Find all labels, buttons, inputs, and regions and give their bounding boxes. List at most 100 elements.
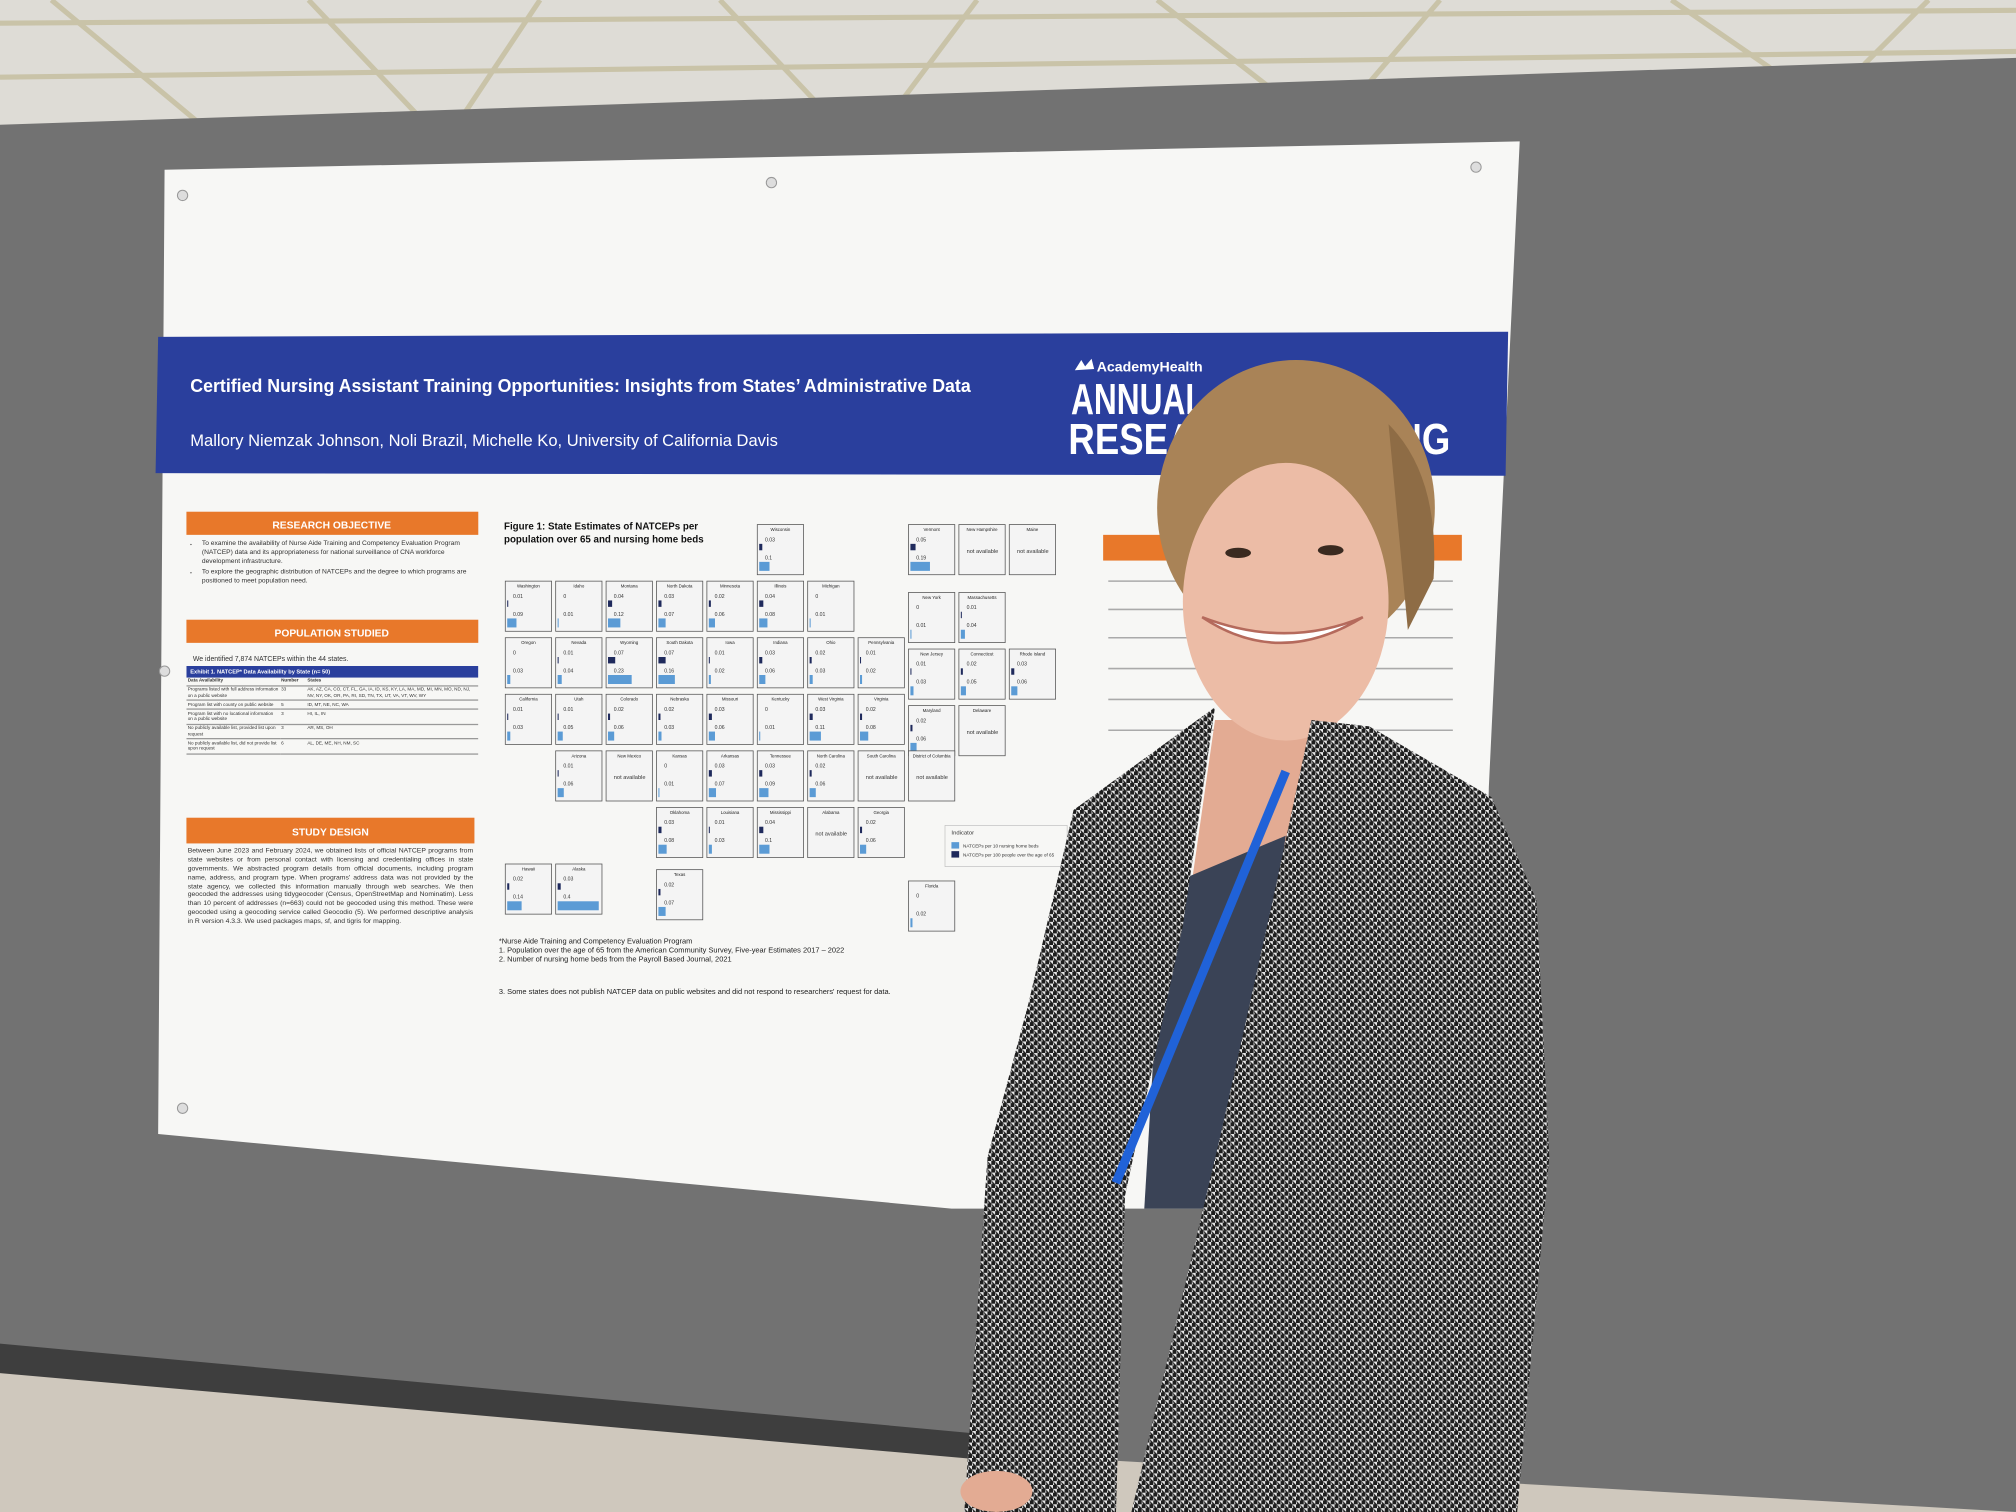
state-bar (809, 788, 816, 798)
state-value: 0.01 (916, 623, 926, 629)
state-bar (860, 731, 869, 741)
population-text: We identified 7,874 NATCEPs within the 4… (193, 656, 349, 663)
state-value: 0.16 (664, 668, 674, 674)
state-note: not available (1017, 549, 1049, 555)
state-value: 0.03 (664, 594, 674, 600)
state-bar (759, 561, 770, 571)
state-bar (759, 826, 764, 834)
objective-block: To examine the availability of Nurse Aid… (190, 540, 475, 615)
state-value: 0.01 (916, 662, 926, 668)
exhibit-cell: No publicly available list, did not prov… (186, 738, 280, 755)
state-bar (960, 686, 966, 696)
state-bar (860, 826, 863, 834)
state-value: 0.03 (916, 680, 926, 686)
state-tile (656, 750, 704, 802)
state-bar (759, 543, 763, 551)
exhibit-cell: 3 (279, 723, 307, 740)
state-name: Maine (1026, 527, 1038, 532)
exhibit-cell: Program list with county on public websi… (186, 700, 280, 710)
state-value: 0.1 (765, 838, 772, 844)
exhibit-title: Exhibit 1. NATCEP* Data Availability by … (186, 666, 479, 678)
state-name: Iowa (725, 640, 735, 645)
state-bar (910, 629, 912, 639)
state-name: Colorado (620, 697, 638, 702)
state-bar (608, 618, 621, 628)
state-name: Hawaii (522, 866, 535, 871)
state-bar (658, 600, 662, 607)
state-tile (605, 750, 653, 802)
state-value: 0.04 (614, 594, 624, 600)
state-bar (759, 770, 763, 777)
state-bar (910, 543, 916, 551)
state-value: 0.01 (715, 820, 725, 826)
state-value: 0.04 (967, 623, 977, 629)
state-value: 0.06 (815, 782, 825, 788)
state-name: Vermont (924, 527, 941, 532)
state-bar (809, 770, 812, 777)
state-value: 0.02 (916, 718, 926, 724)
state-tile (504, 637, 552, 689)
state-value: 0 (765, 707, 768, 713)
state-bar (708, 826, 710, 834)
state-value: 0.04 (765, 820, 775, 826)
state-name: Nevada (571, 640, 587, 645)
state-value: 0.03 (765, 764, 775, 770)
state-name: Indiana (773, 640, 788, 645)
exhibit-cell: HI, IL, IN (306, 709, 479, 725)
state-value: 0.03 (563, 877, 573, 883)
state-note: not available (815, 832, 847, 838)
state-bar (1011, 686, 1018, 696)
state-value: 0.02 (866, 820, 876, 826)
state-name: Wisconsin (770, 527, 790, 532)
state-bar (960, 611, 962, 619)
state-bar (910, 742, 917, 752)
state-value: 0.11 (815, 725, 825, 731)
state-bar (557, 618, 559, 628)
figure-title-block: Figure 1: State Estimates of NATCEPs per… (504, 521, 704, 545)
state-value: 0.01 (815, 612, 825, 618)
state-bar (557, 788, 564, 798)
state-bar (910, 668, 912, 675)
state-bar (658, 888, 661, 896)
state-name: New York (922, 595, 941, 600)
state-value: 0.02 (715, 594, 725, 600)
state-value: 0.01 (513, 707, 523, 713)
state-bar (860, 657, 862, 664)
person (960, 360, 1550, 1512)
state-name: West Virginia (818, 697, 844, 702)
exhibit-cell: 3 (279, 709, 307, 725)
legend-box (944, 825, 1068, 867)
state-value: 0.09 (513, 612, 523, 618)
state-bar (708, 788, 717, 798)
state-value: 0.05 (563, 725, 573, 731)
state-name: Ohio (826, 640, 836, 645)
state-value: 0.06 (916, 736, 926, 742)
exhibit-header-row: Data Availability Number States (186, 677, 479, 687)
state-value: 0.02 (513, 877, 523, 883)
state-bar (658, 618, 666, 628)
state-value: 0.03 (815, 707, 825, 713)
state-name: North Dakota (667, 584, 693, 589)
state-bar (658, 844, 667, 854)
state-name: Wyoming (620, 640, 639, 645)
state-name: Missouri (722, 697, 738, 702)
state-value: 0 (664, 764, 667, 770)
state-tile (656, 693, 704, 745)
state-tile (958, 705, 1006, 757)
state-bar (759, 618, 768, 628)
state-tile (857, 637, 905, 689)
exhibit-column-header: Number (279, 677, 307, 687)
state-bar (860, 675, 863, 684)
state-value: 0.02 (967, 662, 977, 668)
state-tile (504, 693, 552, 745)
state-bar (860, 844, 867, 854)
poster-authors: Mallory Niemzak Johnson, Noli Brazil, Mi… (190, 431, 778, 450)
state-value: 0.14 (513, 895, 523, 901)
state-value: 0.01 (563, 707, 573, 713)
state-name: Massachusetts (967, 595, 997, 600)
state-name: Illinois (774, 584, 787, 589)
state-bar (759, 600, 764, 607)
state-tile (908, 880, 956, 932)
state-name: District of Columbia (913, 753, 951, 758)
state-value: 0.03 (815, 668, 825, 674)
